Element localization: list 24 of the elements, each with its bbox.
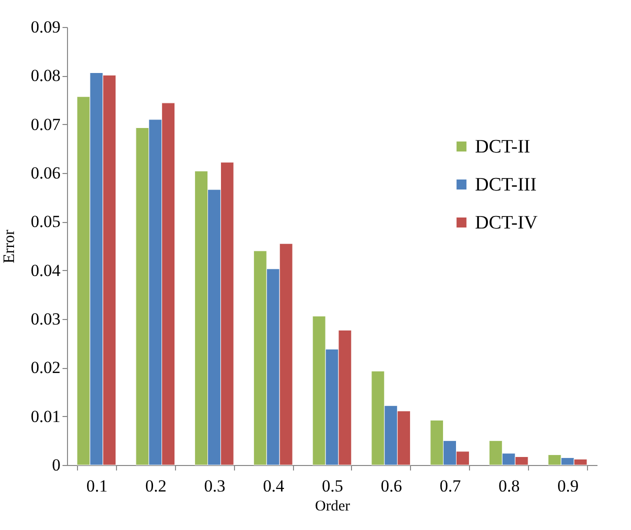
x-tick-label: 0.9 (557, 476, 579, 496)
y-tick-label: 0.09 (30, 18, 60, 36)
y-axis-title: Error (0, 228, 18, 264)
x-tick-label: 0.8 (498, 476, 520, 496)
x-tick-label: 0.3 (204, 476, 226, 496)
y-tick-label: 0.06 (30, 164, 60, 182)
x-tick-label: 0.1 (86, 476, 108, 496)
y-tick-label: 0.04 (30, 260, 61, 280)
x-tick-label: 0.7 (440, 476, 462, 496)
y-tick-label: 0.05 (30, 212, 60, 232)
legend-label: DCT-III (475, 174, 537, 196)
y-tick-label: 0 (52, 456, 60, 474)
x-tick-label: 0.5 (322, 476, 344, 496)
y-tick-label: 0.03 (30, 310, 60, 328)
x-axis-title: Order (315, 498, 350, 514)
legend-label: DCT-IV (475, 212, 538, 234)
x-tick-label: 0.4 (262, 476, 285, 496)
x-tick-label: 0.2 (145, 476, 166, 496)
x-tick-label: 0.6 (380, 476, 402, 496)
y-tick-label: 0.01 (30, 406, 60, 426)
y-tick-label: 0.08 (30, 66, 60, 86)
y-tick-label: 0.02 (30, 358, 60, 378)
legend-label: DCT-II (475, 136, 530, 158)
y-tick-label: 0.07 (30, 114, 61, 134)
